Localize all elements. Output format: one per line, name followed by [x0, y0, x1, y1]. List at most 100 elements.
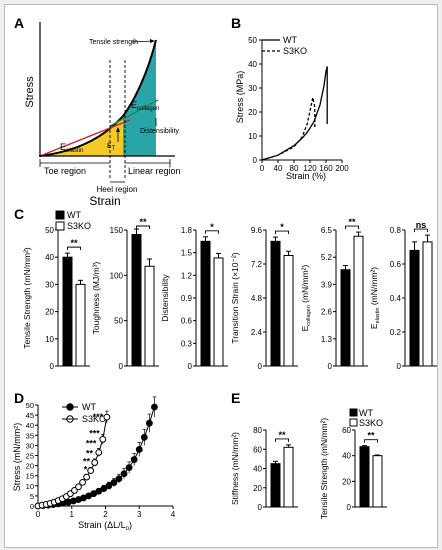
c-legend-wt-swatch: [55, 210, 65, 220]
e-elastin-main: E: [60, 142, 66, 152]
d-point-wt: [120, 470, 128, 478]
c-subplot-4-sig-bracket: [275, 230, 289, 235]
c-subplot-5-y-tick-label: 1.3: [321, 335, 333, 344]
c-subplot-1-y-tick-label: 50: [45, 226, 54, 235]
panel-d-chart: Strain (ΔL/Lo) Stress (mN/mm²) WT S3KO 0…: [12, 396, 176, 532]
d-point-s3ko: [103, 413, 111, 421]
d-point-s3ko: [91, 459, 99, 466]
c-subplot-1-sig-label: **: [70, 238, 78, 248]
b-y-tick-label: 0: [253, 156, 258, 165]
toe-region-fill: [40, 116, 123, 156]
stress-strain-curve: [39, 39, 157, 157]
b-series-line-s3ko: [261, 97, 316, 161]
c-subplot-6-y-label-sub: elastin: [375, 308, 381, 324]
e-subplot-2-sig-label: **: [367, 431, 375, 441]
c-subplot-2-y-tick-label: 0: [119, 362, 124, 371]
e-subplot-1-bar-wt: [270, 463, 281, 508]
d-y-tick-label: 25: [26, 452, 34, 461]
d-y-tick-label: 5: [30, 492, 34, 501]
c-subplot-5-y-tick-label: 3.9: [321, 280, 333, 289]
c-subplot-3-bar-wt: [200, 240, 211, 367]
c-subplot-1-sig-bracket: [67, 246, 81, 251]
b-x-tick-label: 0: [260, 164, 265, 173]
e-subplot-1-sig-label: **: [278, 430, 286, 440]
d-y-tick-label: 40: [26, 421, 34, 430]
d-point-wt: [140, 433, 148, 441]
d-x-tick-label: 2: [103, 510, 108, 519]
c-subplot-1-y-label: Tensile Strength (mN/mm²): [22, 247, 32, 349]
tensile-strength-arrow: [131, 40, 154, 43]
c-subplot-6-y-label-main: E: [369, 323, 379, 329]
c-subplot-2-y-tick-label: 50: [114, 317, 123, 326]
c-subplot-5-y-tick-label: 0: [328, 362, 333, 371]
panel-letter-d: D: [14, 390, 24, 406]
e-subplot-1-y-tick-label: 40: [253, 465, 262, 474]
c-subplot-2-y-tick-label: 150: [110, 226, 124, 235]
e-subplot-2-y-tick-label: 60: [342, 426, 351, 435]
e-legend-s3ko-swatch: [349, 418, 358, 427]
c-legend-s3ko-swatch: [55, 221, 65, 231]
c-subplot-6-y-tick-label: 0.4: [390, 294, 402, 303]
d-point-wt: [95, 487, 103, 495]
b-series-line-wt: [261, 66, 328, 161]
c-subplot-6-sig-label: ns: [416, 220, 427, 230]
c-subplot-1-y-tick-label: 0: [50, 362, 55, 371]
b-y-tick-label: 50: [248, 36, 257, 45]
c-subplot-1-bar-s3ko: [75, 283, 86, 367]
c-subplot-4-y-tick-label: 2.4: [251, 328, 263, 337]
c-subplot-2-y-label: Toughness (MJ/m³): [91, 261, 101, 334]
c-subplot-1-y-tick-label: 10: [45, 335, 54, 344]
e-subplot-2-bar-s3ko: [372, 455, 383, 508]
c-subplot-1-y-tick-label: 40: [45, 253, 54, 262]
c-subplot-6-sig-bracket: [414, 228, 428, 233]
d-legend-s3ko-label: S3KO: [82, 414, 106, 424]
c-subplot-5-y-tick-label: 2.6: [321, 308, 333, 317]
c-subplot-2-sig-label: **: [139, 217, 147, 227]
b-legend-s3ko-label: S3KO: [283, 46, 307, 56]
d-x-tick-label: 0: [36, 510, 41, 519]
c-subplot-3-sig-label: *: [210, 222, 214, 232]
c-subplot-1-y-tick-label: 30: [45, 280, 54, 289]
eps-t-sub: T: [111, 146, 115, 152]
d-y-tick-label: 30: [26, 441, 34, 450]
c-subplot-5-y-tick-label: 5.2: [321, 253, 333, 262]
c-subplot-4-y-tick-label: 9.6: [251, 226, 263, 235]
c-subplot-3-y-tick-label: 1.5: [181, 249, 193, 258]
c-subplot-5-bar-wt: [340, 269, 351, 367]
d-x-label-main: Strain (ΔL/L: [78, 520, 126, 530]
c-subplot-3-y-label: Distensibility: [160, 274, 170, 322]
d-point-wt: [125, 464, 133, 472]
c-subplot-6-bar-s3ko: [422, 241, 433, 367]
c-subplot-2-y-tick-label: 100: [110, 271, 124, 280]
e-subplot-2-bar-wt: [359, 446, 370, 508]
c-subplot-4-y-tick-label: 4.8: [251, 294, 263, 303]
panel-a-schematic: Stress Strain Tensile strength Ecollagen…: [24, 22, 181, 208]
c-subplot-6-y-label-rest: (mN/mm²): [369, 267, 379, 308]
d-point-s3ko: [95, 449, 103, 456]
c-subplot-6-y-tick-label: 0.2: [390, 328, 402, 337]
c-legend-s3ko-label: S3KO: [67, 221, 91, 231]
d-x-tick-label: 4: [171, 510, 176, 519]
c-subplot-6-y-tick-label: 0.6: [390, 260, 402, 269]
e-legend-s3ko-label: S3KO: [359, 418, 383, 428]
c-subplot-3-y-tick-label: 1.2: [181, 271, 193, 280]
e-subplot-2-y-tick-label: 40: [342, 452, 351, 461]
d-point-s3ko: [79, 478, 86, 486]
b-y-label: Stress (MPa): [235, 71, 245, 124]
e-subplot-1-y-tick-label: 80: [253, 426, 262, 435]
e-subplot-1-y-tick-label: 0: [258, 503, 263, 512]
c-subplot-2-sig-bracket: [136, 225, 150, 229]
c-subplot-3-y-tick-label: 0.6: [181, 317, 193, 326]
e-collagen-main: E: [131, 100, 137, 110]
c-subplot-1-bar-wt: [62, 256, 73, 367]
c-subplot-4-sig-label: *: [280, 222, 284, 232]
e-subplot-1-y-label: Stiffness (mN/mm²): [230, 432, 240, 505]
c-subplot-2-bar-s3ko: [144, 265, 155, 367]
e-subplot-2-y-label: Tensile Strength (mN/mm²): [319, 418, 329, 520]
e-subplot-1-y-tick-label: 20: [253, 484, 262, 493]
b-x-tick-label: 160: [319, 164, 333, 173]
eps-t-label: εT: [107, 140, 115, 152]
c-subplot-5-y-label-main: E: [300, 325, 310, 331]
